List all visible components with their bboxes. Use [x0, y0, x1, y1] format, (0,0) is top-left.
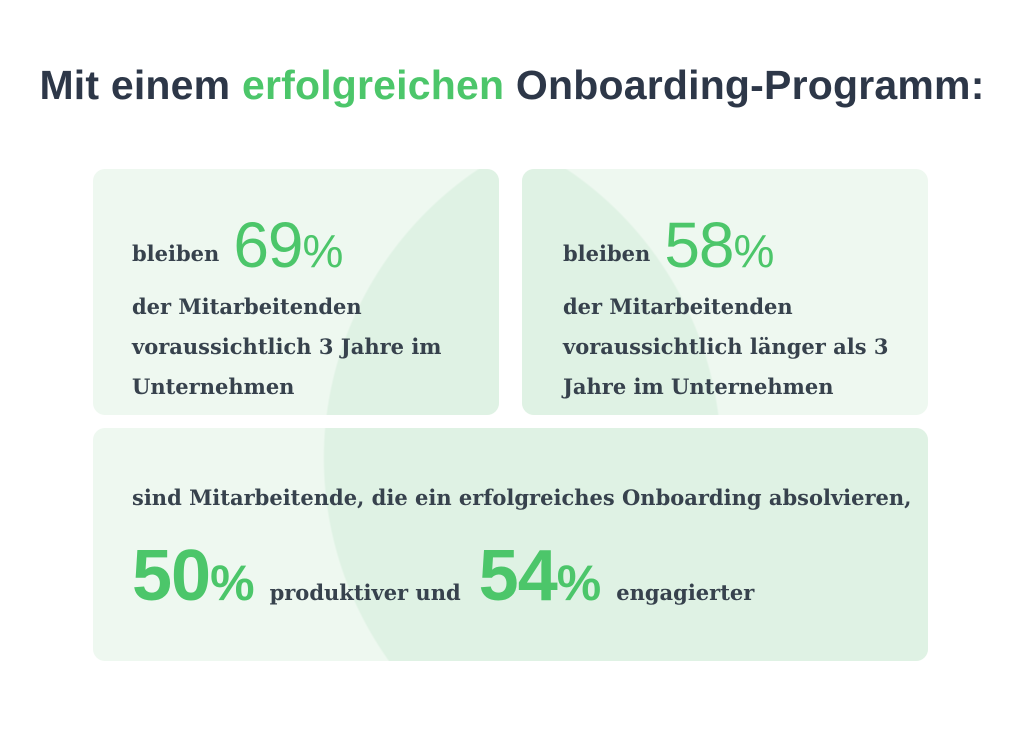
- percent-sign: %: [733, 225, 775, 277]
- stat-card-productivity: sind Mitarbeitende, die ein erfolgreiche…: [93, 428, 928, 661]
- title-highlight: erfolgreichen: [241, 62, 505, 108]
- stat-number: 69%: [233, 209, 344, 281]
- background-shape: [522, 169, 928, 415]
- percent-sign: %: [556, 555, 601, 611]
- label-engaged: engagierter: [616, 580, 755, 605]
- number: 69: [233, 209, 303, 281]
- prefix: bleiben: [563, 241, 651, 266]
- stat-number: 58%: [664, 209, 775, 281]
- line: der Mitarbeitenden: [132, 294, 362, 319]
- background-shape: [93, 428, 928, 661]
- label-productive: produktiver und: [269, 580, 461, 605]
- intro-text: sind Mitarbeitende, die ein erfolgreiche…: [132, 485, 912, 510]
- page-title: Mit einem erfolgreichen Onboarding-Progr…: [0, 62, 1024, 109]
- line: voraussichtlich 3 Jahre im: [132, 334, 442, 359]
- background-shape: [93, 169, 499, 415]
- line: der Mitarbeitenden: [563, 294, 793, 319]
- stat-row: 50% produktiver und 54% engagierter: [132, 540, 754, 619]
- stat-text: bleiben 58% der Mitarbeitenden voraussich…: [563, 213, 888, 407]
- line: Unternehmen: [132, 374, 295, 399]
- title-text-end: Onboarding-Programm:: [504, 62, 985, 108]
- prefix: bleiben: [132, 241, 220, 266]
- percent-sign: %: [302, 225, 344, 277]
- percent-sign: %: [210, 555, 254, 611]
- number: 50: [132, 536, 211, 616]
- number: 58: [664, 209, 734, 281]
- title-text: Mit einem: [39, 62, 242, 108]
- line: voraussichtlich länger als 3: [563, 334, 889, 359]
- line: Jahre im Unternehmen: [563, 374, 834, 399]
- stat-card-58: bleiben 58% der Mitarbeitenden voraussich…: [522, 169, 928, 415]
- stat-number-54: 54%: [479, 540, 602, 619]
- stat-number-50: 50%: [132, 540, 255, 619]
- stat-text: bleiben 69% der Mitarbeitenden voraussich…: [132, 213, 442, 407]
- stat-card-69: bleiben 69% der Mitarbeitenden voraussich…: [93, 169, 499, 415]
- number: 54: [478, 536, 558, 616]
